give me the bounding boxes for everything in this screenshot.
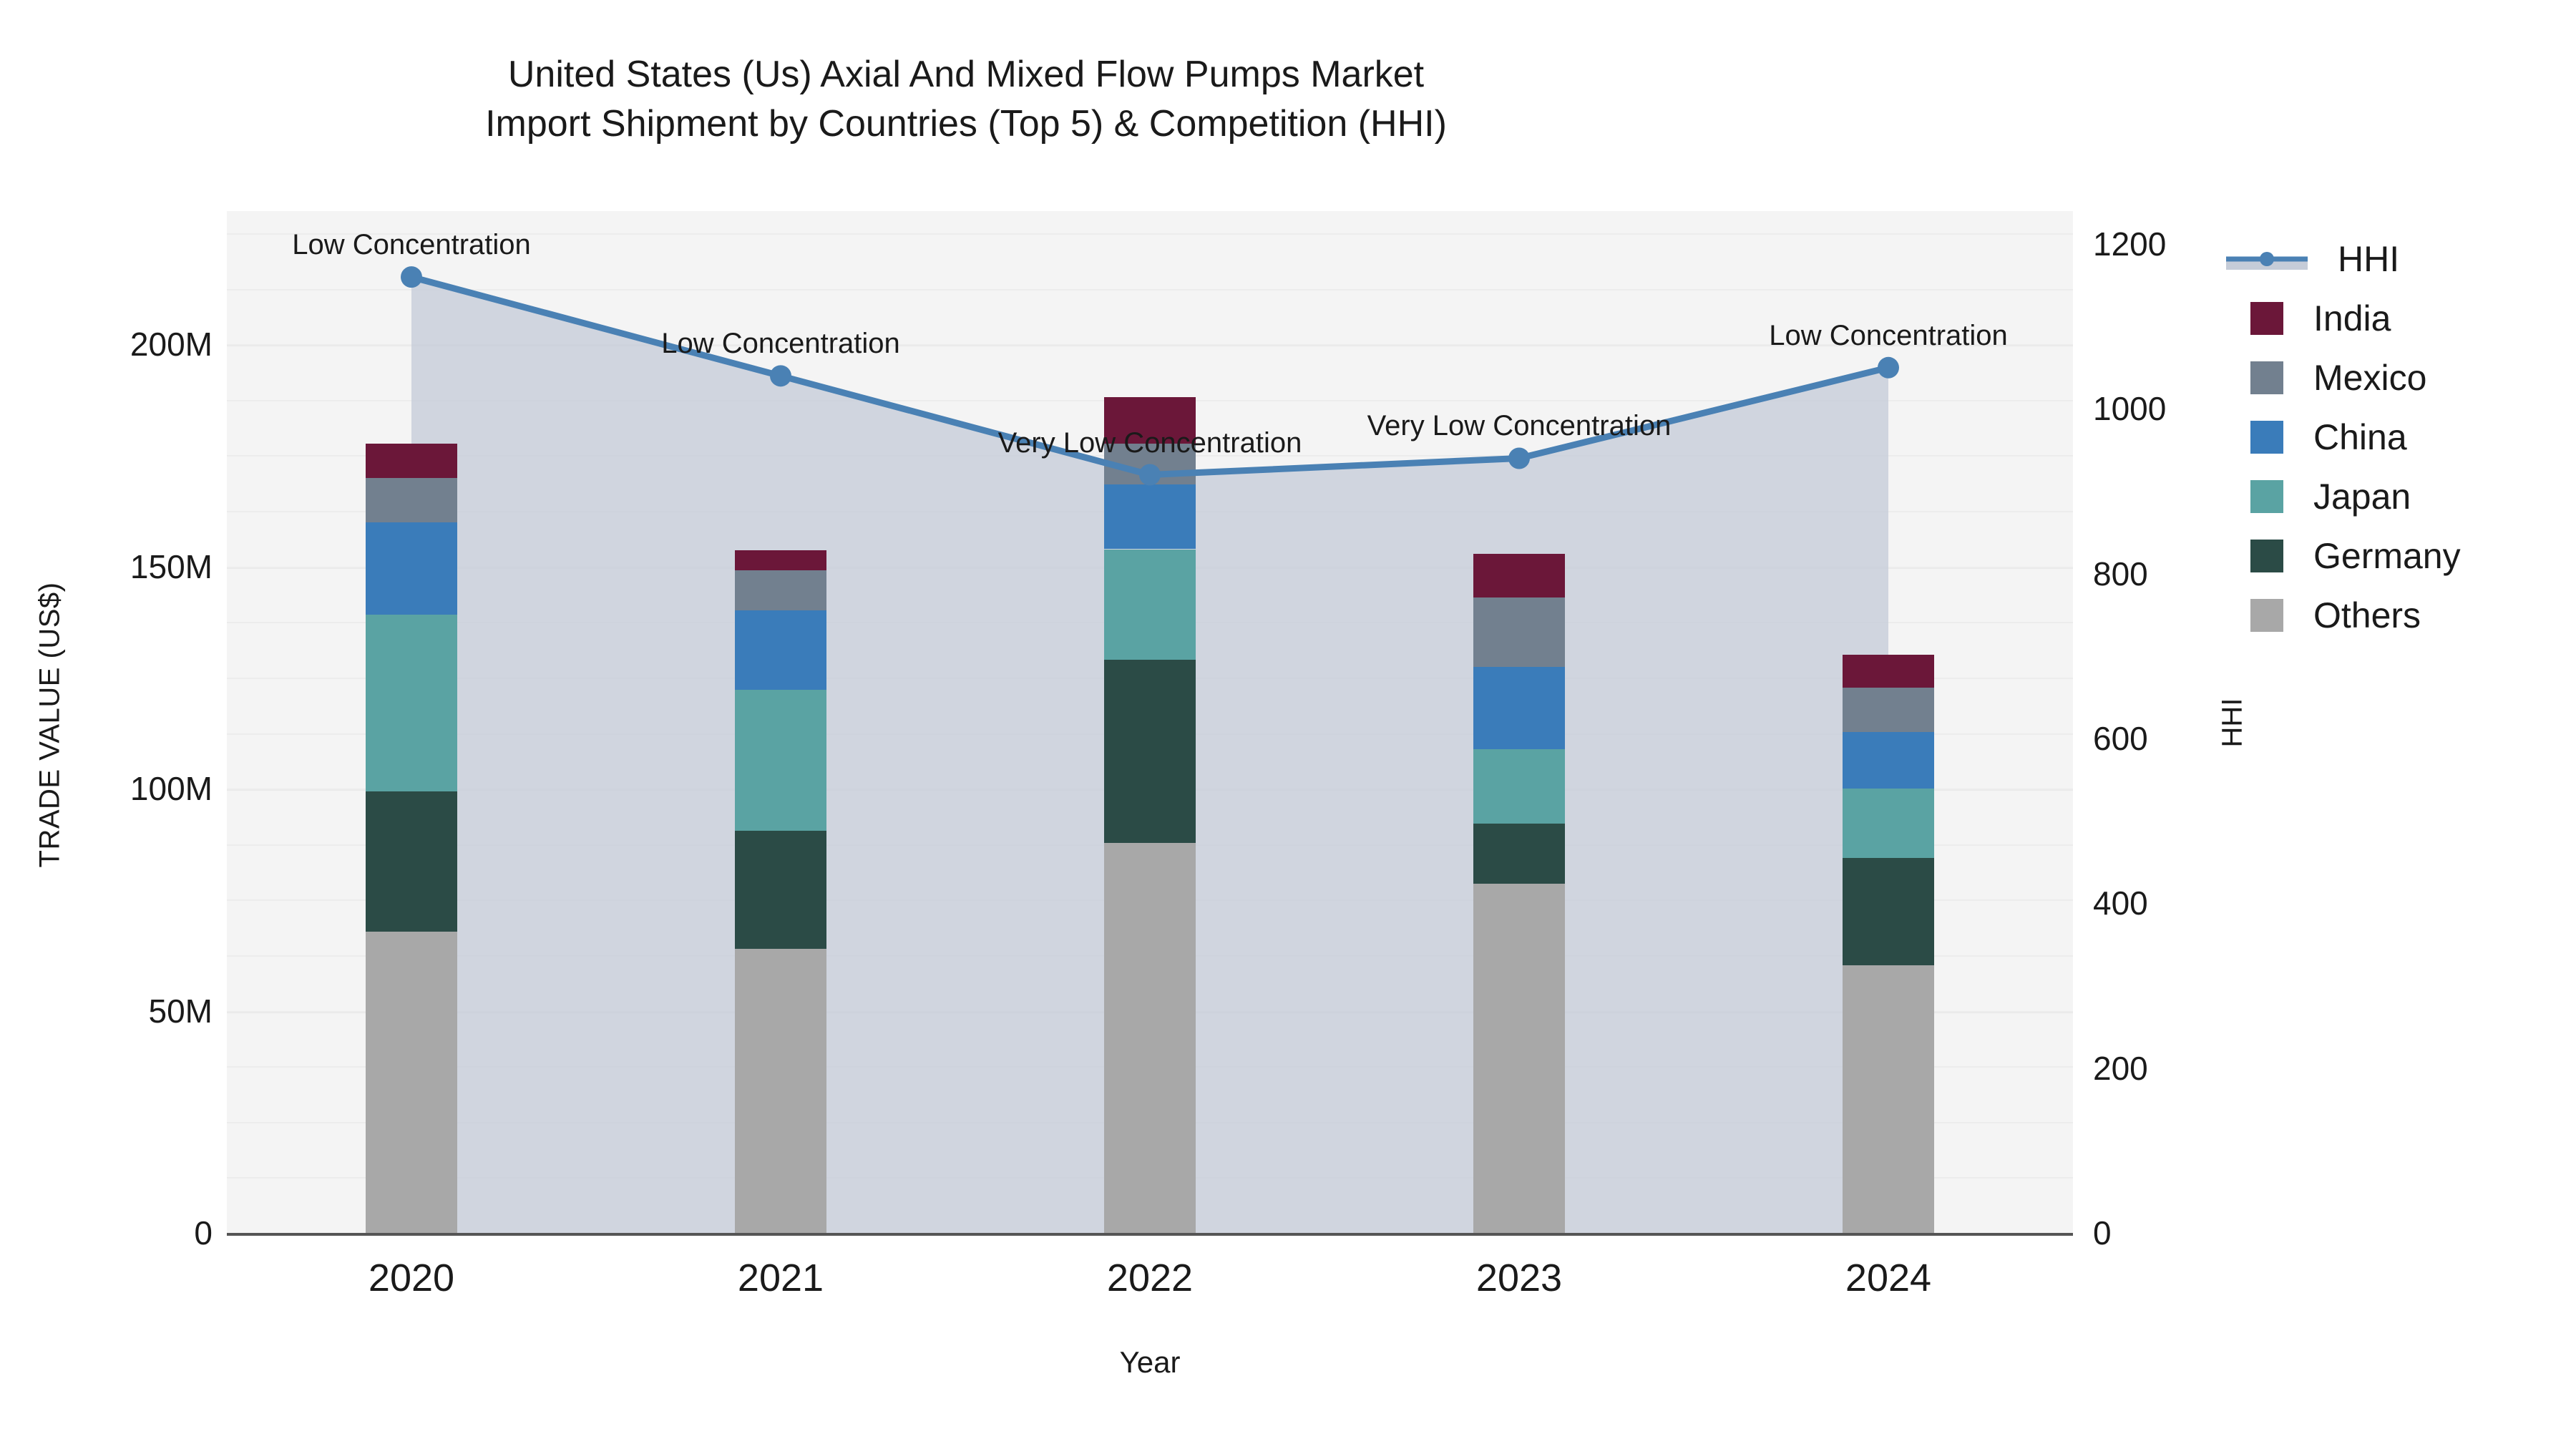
legend-item-japan[interactable]: Japan (2250, 467, 2565, 526)
x-tick-2023: 2023 (1475, 1257, 1563, 1299)
bar-segment-china[interactable] (1104, 484, 1196, 550)
legend-item-germany[interactable]: Germany (2250, 526, 2565, 585)
bar-segment-japan[interactable] (1473, 748, 1565, 824)
y-axis-title-right: HHI (2216, 698, 2248, 748)
bar-segment-others[interactable] (366, 932, 457, 1233)
bar-segment-germany[interactable] (1104, 660, 1196, 843)
legend-swatch-germany (2250, 539, 2283, 572)
bar-segment-germany[interactable] (366, 791, 457, 932)
y-tick-left: 200M (130, 326, 213, 364)
x-tick-2024: 2024 (1845, 1257, 1932, 1299)
hhi-point-2021[interactable] (770, 365, 791, 387)
legend-label: HHI (2338, 238, 2400, 279)
annotation-2021: Low Concentration (661, 328, 900, 360)
chart-legend: HHI India Mexico China Japan Germany Others (2226, 229, 2565, 645)
legend-swatch-china (2250, 420, 2283, 454)
legend-item-india[interactable]: India (2250, 288, 2565, 348)
gridline-minor (227, 344, 2073, 346)
bar-2023[interactable] (1473, 554, 1565, 1233)
y-tick-right: 1000 (2093, 390, 2167, 428)
y-tick-left: 0 (194, 1214, 213, 1252)
legend-item-china[interactable]: China (2250, 407, 2565, 467)
bar-2024[interactable] (1843, 654, 1934, 1233)
bar-2020[interactable] (366, 444, 457, 1233)
y-tick-right: 400 (2093, 884, 2148, 922)
y-tick-left: 150M (130, 547, 213, 585)
bar-segment-mexico[interactable] (1843, 688, 1934, 732)
bar-2022[interactable] (1104, 396, 1196, 1233)
hhi-point-2023[interactable] (1508, 447, 1530, 469)
bar-segment-others[interactable] (1843, 965, 1934, 1233)
bar-segment-germany[interactable] (1843, 858, 1934, 966)
bar-segment-india[interactable] (735, 550, 826, 571)
bar-2021[interactable] (735, 550, 826, 1233)
chart-title: United States (Us) Axial And Mixed Flow … (485, 54, 1447, 145)
legend-swatch-mexico (2250, 361, 2283, 394)
bar-segment-mexico[interactable] (366, 478, 457, 523)
y-tick-right: 200 (2093, 1049, 2148, 1087)
bar-segment-japan[interactable] (1104, 549, 1196, 660)
hhi-line-series (401, 266, 1899, 486)
legend-label: Mexico (2313, 357, 2427, 398)
bar-segment-germany[interactable] (1473, 824, 1565, 884)
y-tick-right: 0 (2093, 1214, 2112, 1252)
gridline-minor (227, 288, 2073, 291)
annotation-2023: Very Low Concentration (1367, 410, 1672, 442)
legend-swatch-japan (2250, 479, 2283, 513)
bar-segment-india[interactable] (1473, 554, 1565, 597)
legend-line-marker (2226, 243, 2308, 275)
x-tick-2021: 2021 (737, 1257, 824, 1299)
legend-label: Others (2313, 595, 2421, 635)
bar-segment-others[interactable] (735, 948, 826, 1233)
y-tick-left: 100M (130, 770, 213, 808)
bar-segment-india[interactable] (366, 444, 457, 479)
bar-segment-china[interactable] (366, 522, 457, 615)
plot-area: Low Concentration Low Concentration Very L… (227, 211, 2073, 1235)
legend-label: India (2313, 298, 2391, 338)
annotation-2024: Low Concentration (1769, 319, 2008, 351)
legend-label: Japan (2313, 476, 2411, 517)
bar-segment-others[interactable] (1473, 884, 1565, 1233)
bar-segment-japan[interactable] (366, 614, 457, 791)
x-axis-title: Year (1119, 1345, 1181, 1379)
bar-segment-japan[interactable] (1843, 788, 1934, 858)
y-tick-right: 1200 (2093, 225, 2167, 263)
y-tick-left: 50M (148, 992, 213, 1030)
x-tick-2020: 2020 (368, 1257, 455, 1299)
bar-segment-germany[interactable] (735, 831, 826, 949)
bar-segment-others[interactable] (1104, 842, 1196, 1233)
bar-segment-mexico[interactable] (735, 570, 826, 611)
legend-swatch-india (2250, 301, 2283, 335)
legend-item-others[interactable]: Others (2250, 585, 2565, 645)
bar-segment-japan[interactable] (735, 689, 826, 831)
bar-segment-china[interactable] (1473, 667, 1565, 749)
hhi-point-2024[interactable] (1878, 356, 1899, 379)
annotation-2020: Low Concentration (292, 229, 531, 261)
x-tick-2022: 2022 (1106, 1257, 1194, 1299)
x-axis-line (227, 1233, 2073, 1236)
legend-swatch-others (2250, 598, 2283, 632)
legend-label: Germany (2313, 535, 2461, 576)
gridline-minor (227, 233, 2073, 235)
bar-segment-india[interactable] (1843, 654, 1934, 688)
bar-segment-china[interactable] (1843, 731, 1934, 789)
legend-item-mexico[interactable]: Mexico (2250, 348, 2565, 407)
legend-label: China (2313, 416, 2407, 457)
bar-segment-china[interactable] (735, 610, 826, 690)
bar-segment-india[interactable] (1104, 396, 1196, 444)
annotation-2022: Very Low Concentration (997, 426, 1302, 459)
y-tick-right: 600 (2093, 720, 2148, 758)
legend-item-hhi[interactable]: HHI (2226, 229, 2565, 288)
hhi-point-2022[interactable] (1139, 464, 1161, 486)
hhi-point-2020[interactable] (401, 266, 422, 288)
y-tick-right: 800 (2093, 555, 2148, 592)
bar-segment-mexico[interactable] (1473, 597, 1565, 668)
